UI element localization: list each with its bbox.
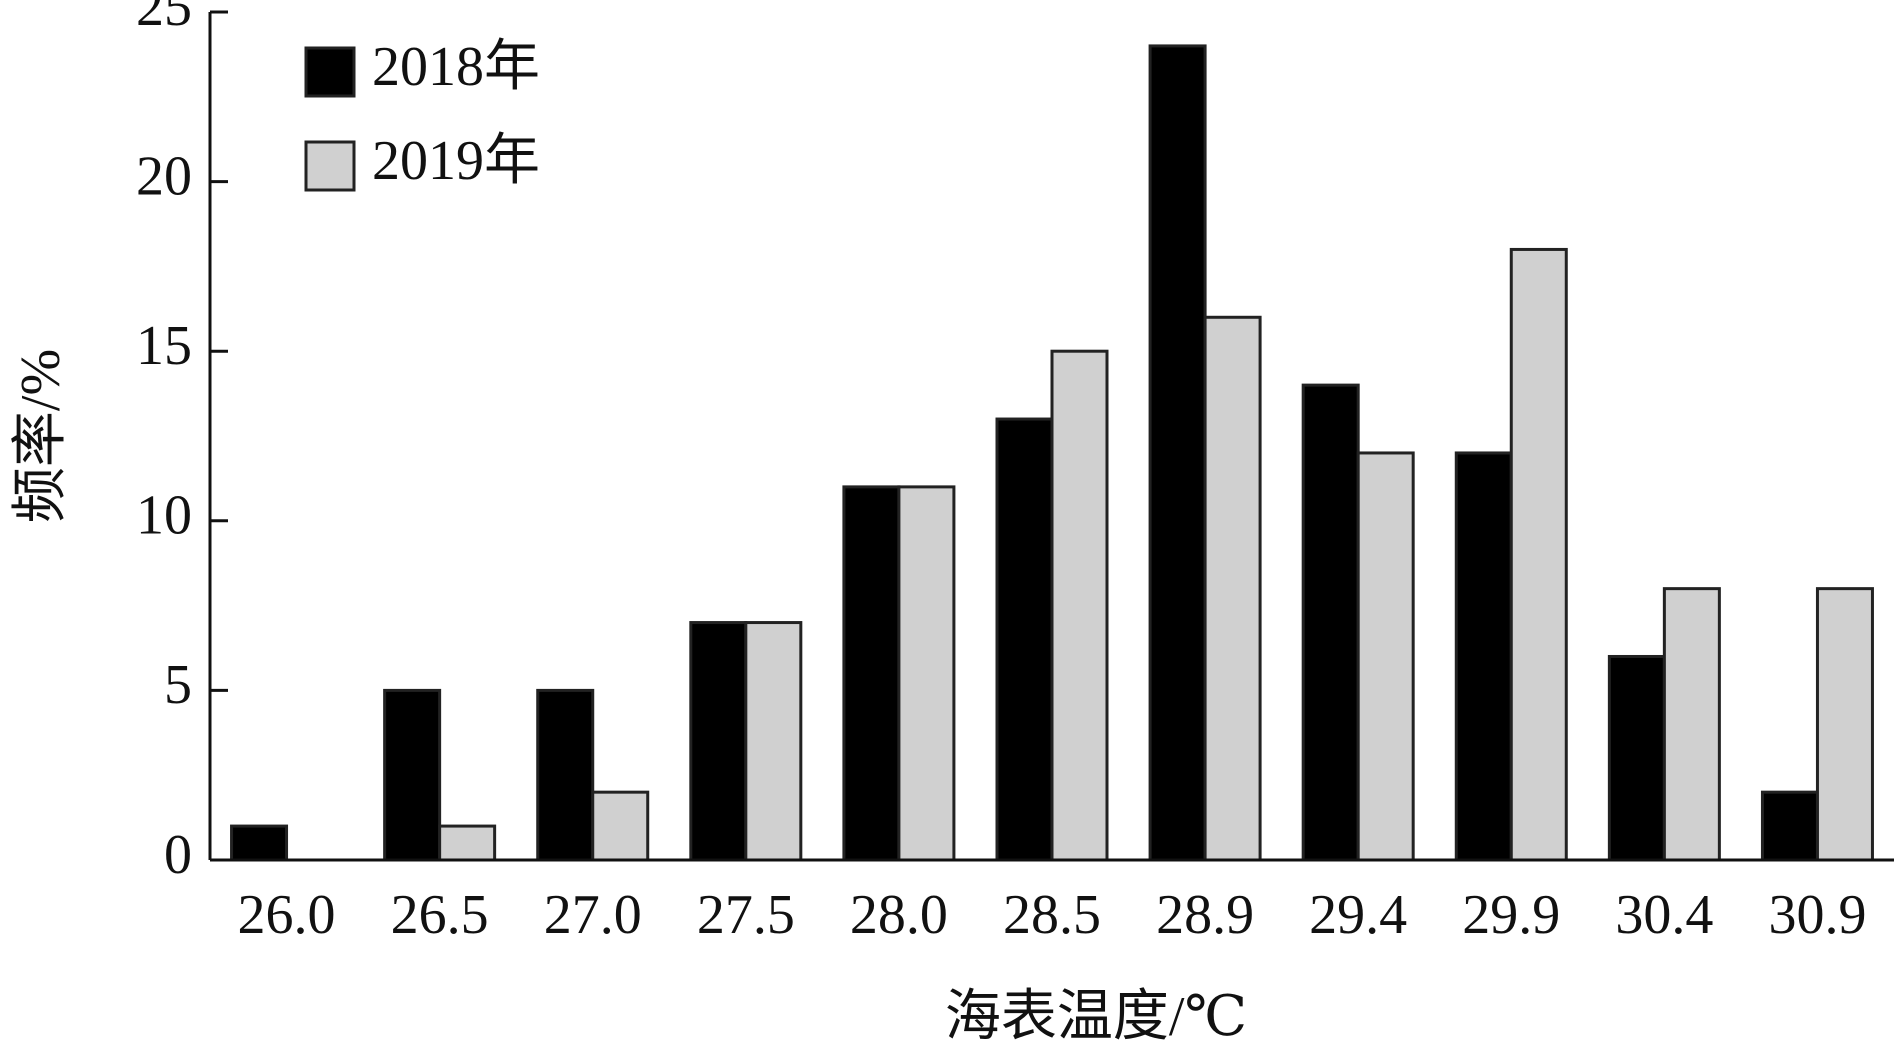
bar (1760, 790, 1819, 862)
x-tick-label: 28.0 (850, 884, 948, 946)
x-tick-label: 26.5 (391, 884, 489, 946)
bar (689, 621, 748, 862)
y-tick-label: 15 (136, 315, 192, 377)
legend-label: 2019年 (372, 130, 540, 192)
legend-swatch (304, 140, 356, 192)
x-tick-label: 30.9 (1768, 884, 1866, 946)
bar (438, 824, 497, 862)
y-tick-label: 5 (164, 654, 192, 716)
bar (1148, 44, 1207, 862)
bar (383, 688, 442, 862)
bar (1454, 451, 1513, 862)
x-tick-label: 29.4 (1309, 884, 1407, 946)
bar (1356, 451, 1415, 862)
legend-swatch (304, 46, 356, 98)
bar (897, 485, 956, 862)
x-tick-label: 30.4 (1615, 884, 1713, 946)
bar (536, 688, 595, 862)
bar (744, 621, 803, 862)
bar (1815, 587, 1874, 862)
y-tick-label: 0 (164, 824, 192, 886)
legend-label: 2018年 (372, 36, 540, 98)
y-axis-label: 频率/% (10, 349, 72, 523)
bar (1050, 349, 1109, 862)
x-axis-label: 海表温度/℃ (945, 986, 1247, 1048)
x-tick-label: 28.9 (1156, 884, 1254, 946)
bar (230, 824, 289, 862)
bar (1301, 383, 1360, 862)
x-tick-label: 29.9 (1462, 884, 1560, 946)
bar (591, 790, 650, 862)
bar (1607, 654, 1666, 862)
bar (1662, 587, 1721, 862)
y-tick-label: 20 (136, 145, 192, 207)
bar (1203, 315, 1262, 862)
x-tick-label: 27.0 (544, 884, 642, 946)
bar (1509, 247, 1568, 862)
y-tick-label: 10 (136, 485, 192, 547)
bar (842, 485, 901, 862)
x-tick-label: 27.5 (697, 884, 795, 946)
bar (995, 417, 1054, 862)
x-tick-label: 26.0 (238, 884, 336, 946)
x-tick-label: 28.5 (1003, 884, 1101, 946)
y-tick-label: 25 (136, 0, 192, 38)
